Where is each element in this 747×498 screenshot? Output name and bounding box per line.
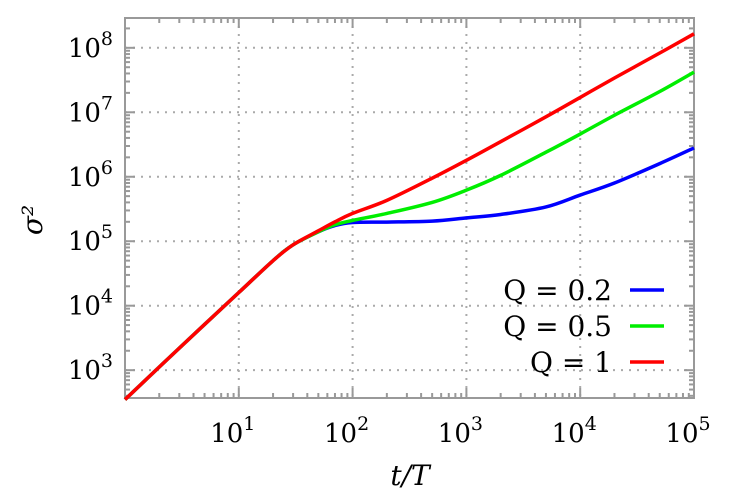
- legend-label-2: Q = 0.5: [503, 310, 612, 343]
- y-tick-label: 106: [68, 157, 113, 193]
- legend-label-1: Q = 0.2: [503, 274, 612, 307]
- y-axis-label: σ²: [16, 205, 49, 235]
- x-tick-label: 103: [438, 413, 483, 449]
- y-ticks: 103 104 105 106 107 108: [68, 28, 113, 386]
- y-tick-label: 105: [68, 221, 113, 257]
- y-tick-label: 107: [68, 92, 113, 128]
- x-tick-label: 105: [665, 413, 710, 449]
- series-line-3: [123, 32, 695, 401]
- x-axis-label: t/T: [390, 459, 432, 492]
- legend: Q = 0.2Q = 0.5Q = 1: [503, 274, 664, 379]
- y-tick-label: 103: [68, 350, 113, 386]
- x-ticks: 101 102 103 104 105: [210, 413, 710, 449]
- plot-border: [124, 17, 695, 399]
- x-tick-label: 102: [324, 413, 369, 449]
- x-tick-label: 104: [552, 413, 597, 449]
- legend-label-3: Q = 1: [530, 346, 612, 379]
- y-tick-label: 104: [68, 286, 113, 322]
- x-tick-label: 101: [210, 413, 255, 449]
- y-tick-label: 108: [68, 28, 113, 64]
- axes-frame: [124, 17, 695, 399]
- series-lines: [123, 32, 695, 401]
